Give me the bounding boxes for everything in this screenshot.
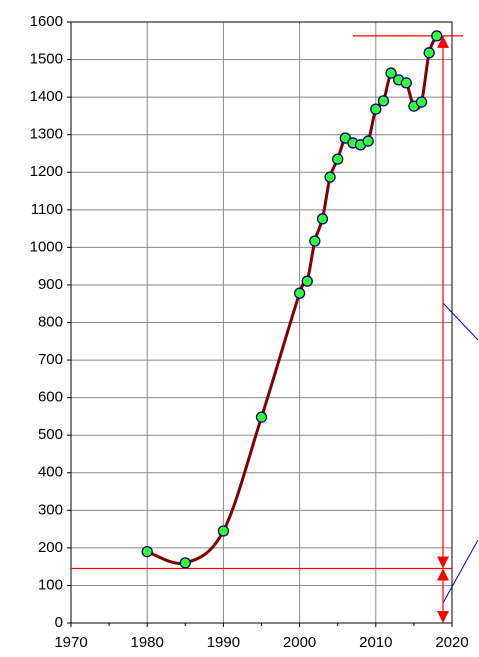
- x-tick-label: 2010: [359, 634, 392, 651]
- y-tick-label: 700: [38, 351, 63, 368]
- y-tick-label: 1200: [30, 163, 63, 180]
- x-tick-label: 2020: [435, 634, 468, 651]
- y-tick-label: 1500: [30, 51, 63, 68]
- marker: [431, 30, 443, 42]
- arrow-head: [437, 611, 449, 623]
- plot-frame: [70, 21, 453, 624]
- y-tick-label: 1100: [31, 201, 63, 218]
- x-tick-label: 2000: [283, 634, 316, 651]
- x-tick-label: 1990: [207, 634, 240, 651]
- line: [146, 35, 439, 565]
- x-tick-label: 1980: [131, 634, 164, 651]
- y-tick-label: 900: [38, 276, 63, 293]
- marker: [141, 545, 153, 558]
- arrow-head: [437, 35, 449, 48]
- marker: [316, 213, 329, 225]
- y-tick-label: 300: [38, 501, 63, 518]
- marker: [179, 557, 191, 569]
- marker: [370, 103, 382, 115]
- marker: [293, 287, 306, 299]
- marker: [332, 153, 344, 165]
- marker: [415, 96, 428, 108]
- callout-line: [442, 539, 479, 604]
- marker: [423, 47, 435, 59]
- marker: [217, 525, 230, 537]
- y-tick-label: 200: [38, 539, 63, 556]
- x-tick-label: 1970: [54, 634, 87, 651]
- marker: [400, 77, 412, 89]
- marker: [385, 67, 397, 79]
- y-tick-label: 1600: [30, 13, 63, 30]
- y-tick-label: 0: [55, 614, 63, 631]
- callout-line: [442, 302, 479, 341]
- marker: [255, 411, 268, 423]
- y-tick-label: 1400: [30, 88, 63, 105]
- y-tick-label: 1300: [30, 126, 63, 143]
- y-tick-label: 100: [38, 576, 63, 593]
- y-tick-label: 400: [38, 464, 63, 481]
- marker: [377, 95, 390, 107]
- y-tick-label: 800: [38, 313, 63, 330]
- marker: [309, 235, 321, 247]
- y-tick-label: 600: [38, 389, 63, 406]
- arrow-head: [437, 556, 449, 569]
- marker: [362, 135, 374, 147]
- y-tick-label: 500: [38, 426, 63, 443]
- arrow-head: [437, 568, 449, 581]
- y-tick-label: 1000: [30, 238, 63, 255]
- marker: [324, 171, 336, 183]
- marker: [301, 275, 313, 287]
